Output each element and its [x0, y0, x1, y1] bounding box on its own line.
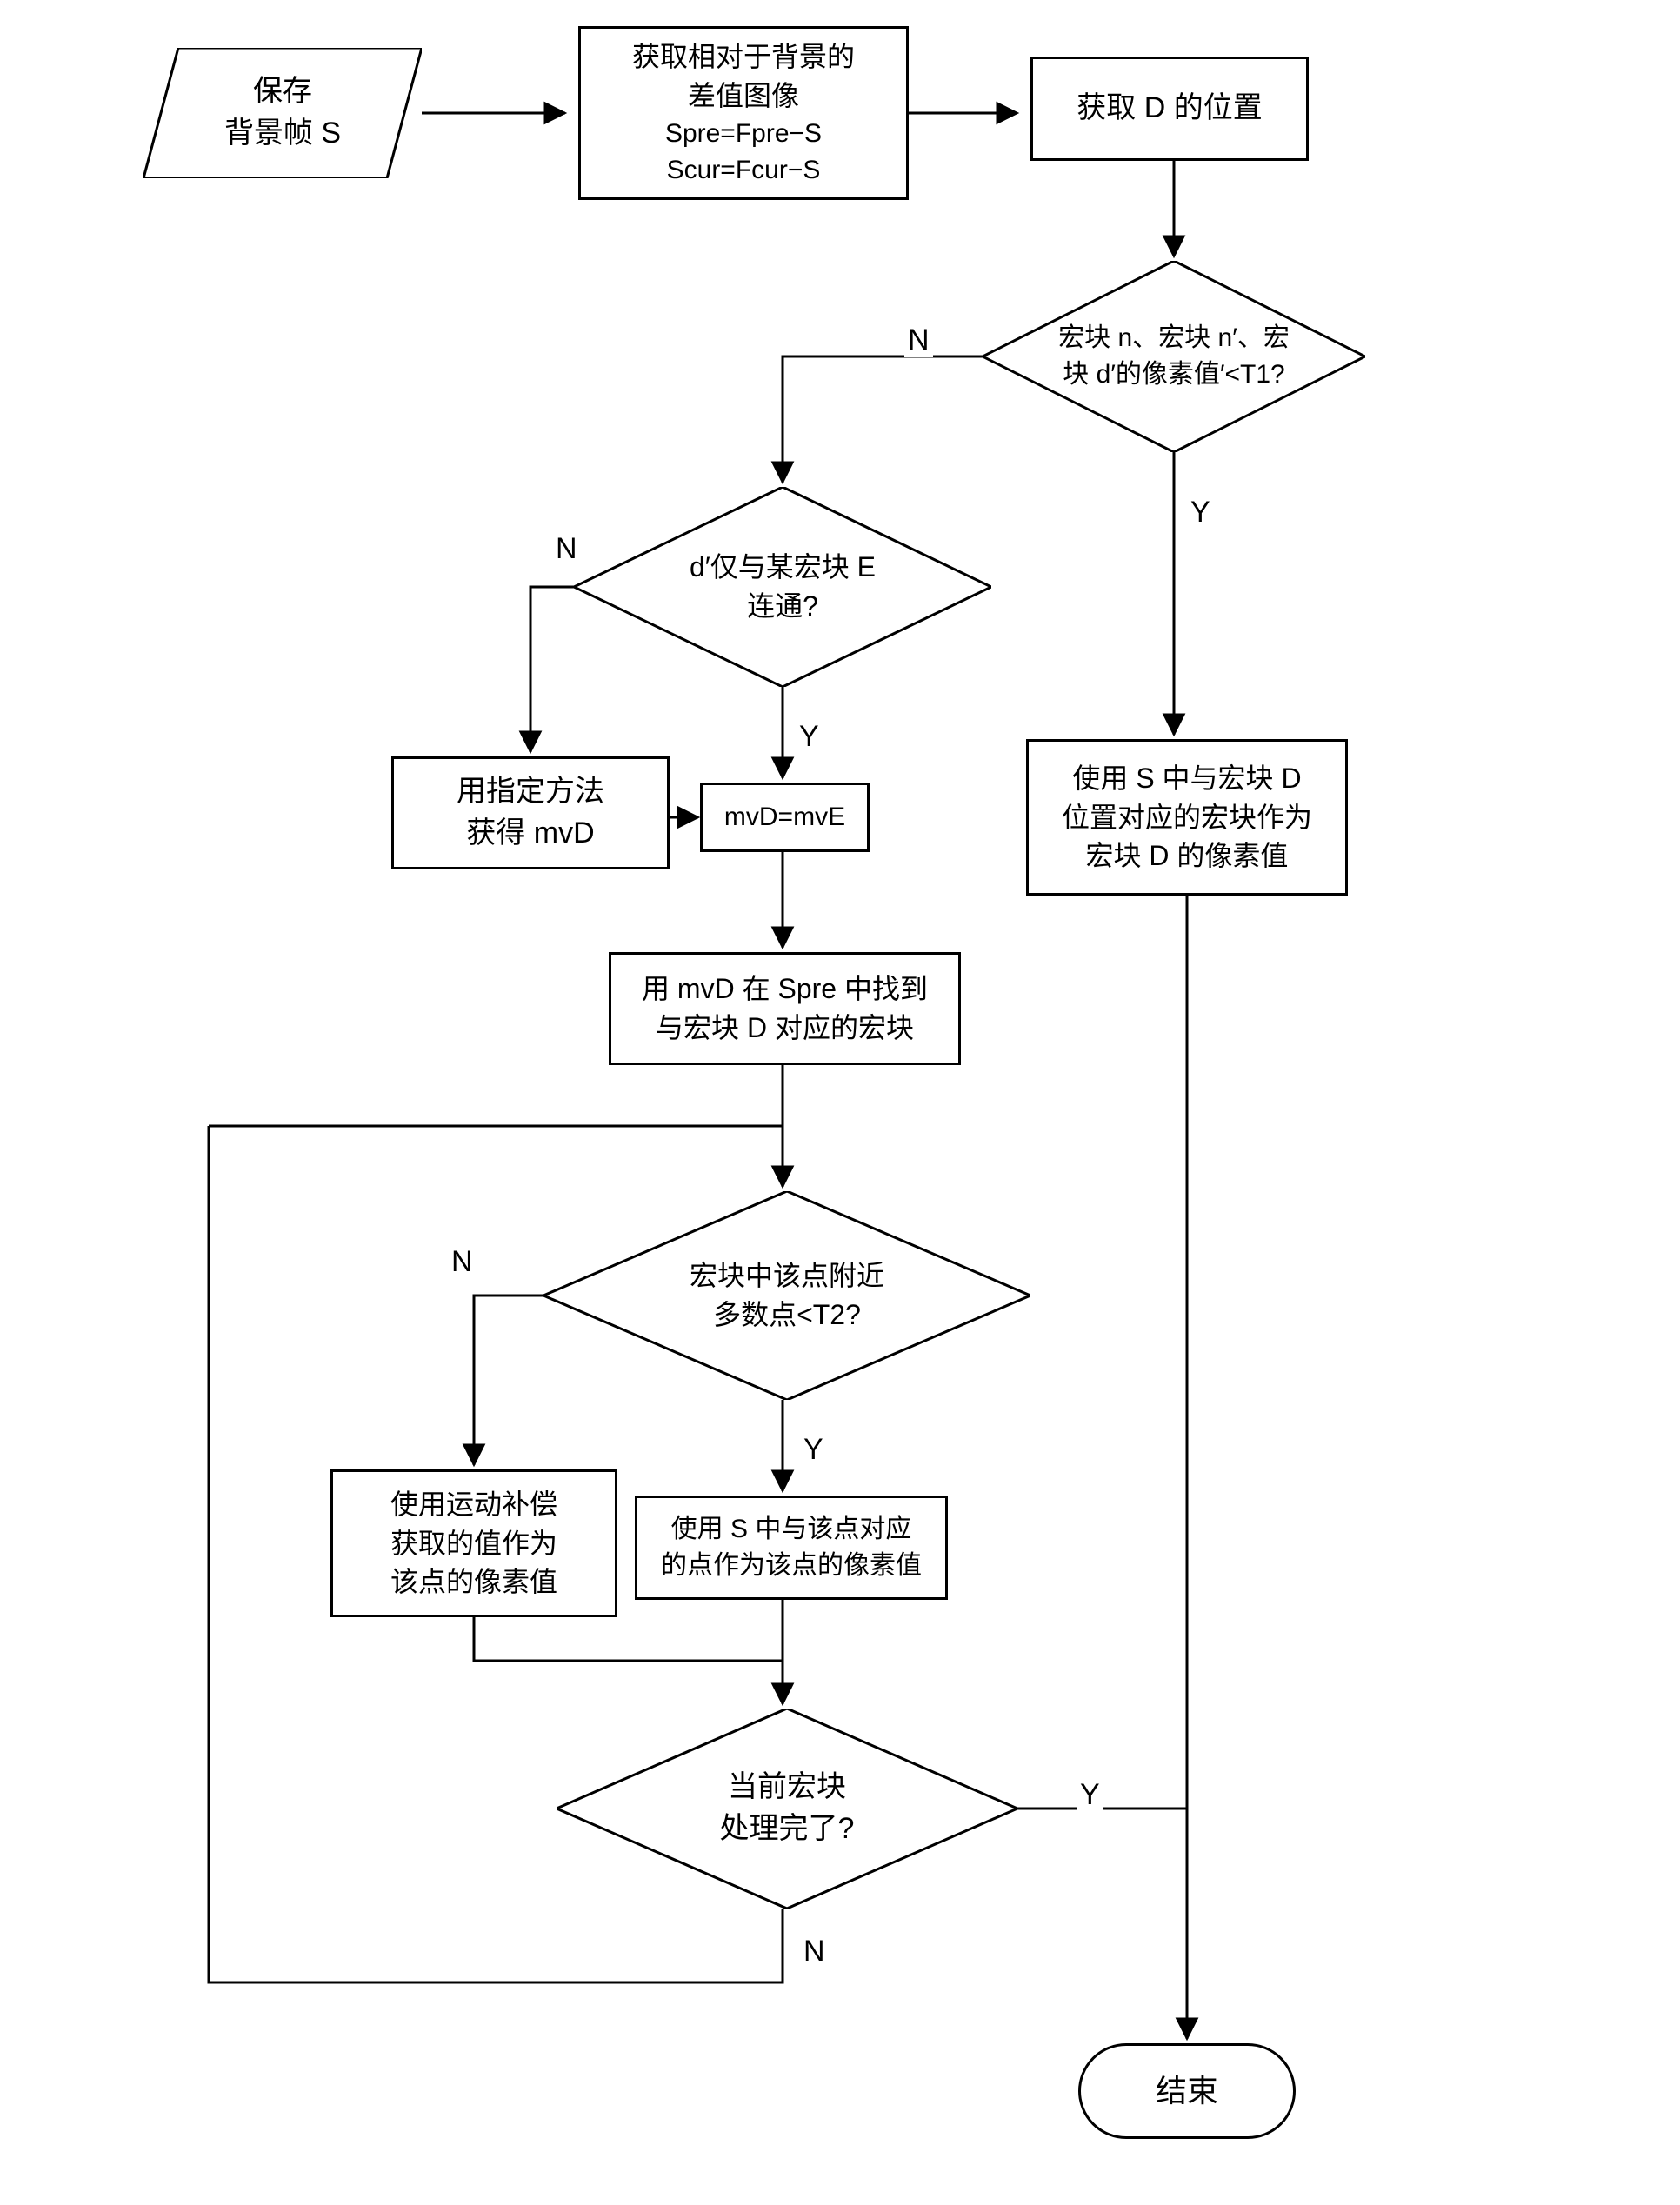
edge-label-y: Y — [800, 1433, 827, 1467]
n6-line2: 宏块 D 的像素值 — [1062, 836, 1312, 876]
decision-connected-e: d′仅与某宏块 E 连通? — [574, 487, 991, 687]
n4-line0: 用指定方法 — [457, 771, 604, 813]
d2-line0: d′仅与某宏块 E — [690, 548, 876, 587]
n10-line0: 结束 — [1156, 2069, 1218, 2113]
n1-line1: 背景帧 S — [224, 113, 341, 155]
edge-label-y: Y — [1077, 1778, 1103, 1812]
d2-line1: 连通? — [690, 587, 876, 626]
n4-line1: 获得 mvD — [457, 813, 604, 855]
edge-label-y: Y — [1187, 496, 1214, 530]
edge-label-n: N — [800, 1935, 829, 1969]
edge — [474, 1617, 783, 1661]
d1-line0: 宏块 n、宏块 n′、宏 — [1058, 320, 1290, 356]
edge — [474, 1296, 543, 1465]
node-use-s-block: 使用 S 中与宏块 D 位置对应的宏块作为 宏块 D 的像素值 — [1026, 739, 1348, 896]
n8-line0: 使用运动补偿 — [390, 1485, 557, 1524]
n5-line0: mvD=mvE — [724, 799, 845, 836]
n2-line3: Scur=Fcur−S — [632, 152, 855, 189]
n6-line0: 使用 S 中与宏块 D — [1062, 759, 1312, 798]
node-get-mvd-method: 用指定方法 获得 mvD — [391, 756, 670, 869]
n2-line2: Spre=Fpre−S — [632, 116, 855, 152]
n3-line0: 获取 D 的位置 — [1077, 88, 1262, 130]
node-find-in-spre: 用 mvD 在 Spre 中找到 与宏块 D 对应的宏块 — [609, 952, 961, 1065]
n7-line1: 与宏块 D 对应的宏块 — [642, 1009, 928, 1048]
flowchart-canvas: 保存 背景帧 S 获取相对于背景的 差值图像 Spre=Fpre−S Scur=… — [0, 0, 1680, 2205]
n1-line0: 保存 — [224, 71, 341, 113]
n8-line2: 该点的像素值 — [390, 1562, 557, 1602]
node-get-d-position: 获取 D 的位置 — [1030, 57, 1309, 161]
node-motion-comp-value: 使用运动补偿 获取的值作为 该点的像素值 — [330, 1469, 617, 1617]
decision-block-done: 当前宏块 处理完了? — [557, 1709, 1017, 1909]
d3-line0: 宏块中该点附近 — [690, 1256, 884, 1296]
edge-label-n: N — [904, 323, 933, 357]
node-save-bg-frame: 保存 背景帧 S — [143, 48, 422, 178]
edge — [530, 587, 574, 752]
decision-points-lt-t2: 宏块中该点附近 多数点<T2? — [543, 1191, 1030, 1400]
node-mvd-eq-mve: mvD=mvE — [700, 783, 870, 852]
edge — [1017, 1809, 1187, 2039]
edge — [783, 356, 983, 483]
edge-label-n: N — [552, 532, 581, 566]
n8-line1: 获取的值作为 — [390, 1524, 557, 1563]
d4-line1: 处理完了? — [720, 1809, 855, 1850]
n2-line1: 差值图像 — [632, 77, 855, 116]
decision-pixel-lt-t1: 宏块 n、宏块 n′、宏 块 d′的像素值′<T1? — [983, 261, 1365, 452]
d4-line0: 当前宏块 — [720, 1767, 855, 1809]
n6-line1: 位置对应的宏块作为 — [1062, 798, 1312, 837]
d3-line1: 多数点<T2? — [690, 1296, 884, 1335]
edge-label-n: N — [448, 1245, 477, 1279]
n9-line0: 使用 S 中与该点对应 — [661, 1511, 922, 1548]
n2-line0: 获取相对于背景的 — [632, 37, 855, 77]
d1-line1: 块 d′的像素值′<T1? — [1058, 356, 1290, 393]
edge-label-y: Y — [796, 720, 823, 754]
n9-line1: 的点作为该点的像素值 — [661, 1548, 922, 1584]
node-diff-image: 获取相对于背景的 差值图像 Spre=Fpre−S Scur=Fcur−S — [578, 26, 909, 200]
n7-line0: 用 mvD 在 Spre 中找到 — [642, 969, 928, 1009]
node-use-s-point: 使用 S 中与该点对应 的点作为该点的像素值 — [635, 1496, 948, 1600]
node-end: 结束 — [1078, 2043, 1296, 2139]
